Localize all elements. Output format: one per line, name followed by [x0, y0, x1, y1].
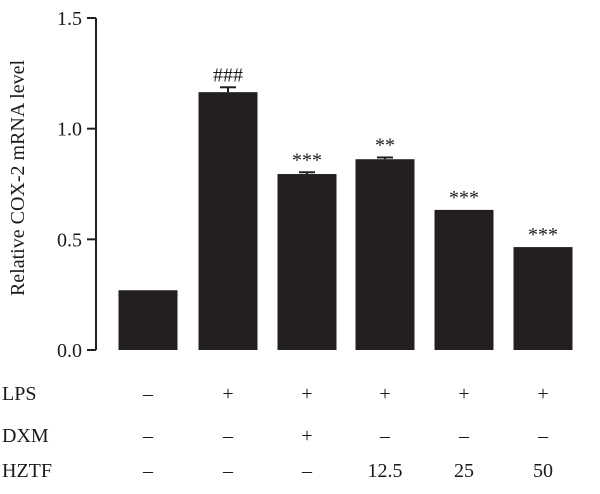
y-tick-label: 0.0 [57, 340, 82, 362]
condition-value: – [142, 425, 154, 447]
condition-value: + [301, 425, 312, 447]
y-tick-label: 1.0 [57, 119, 82, 141]
condition-value: – [458, 425, 470, 447]
condition-value: – [142, 460, 154, 482]
condition-value: + [458, 383, 469, 405]
condition-name: HZTF [2, 460, 52, 482]
y-axis-label: Relative COX-2 mRNA level [7, 60, 29, 297]
bar [277, 174, 337, 350]
condition-value: + [222, 383, 233, 405]
condition-value: 25 [454, 460, 474, 482]
condition-value: – [222, 425, 234, 447]
condition-value: – [142, 383, 154, 405]
bar [513, 247, 573, 350]
significance-label: *** [528, 224, 558, 246]
condition-value: + [301, 383, 312, 405]
condition-value: 12.5 [368, 460, 403, 482]
condition-name: LPS [2, 383, 36, 405]
significance-label: *** [449, 187, 479, 209]
bar [355, 159, 415, 350]
bar [198, 92, 258, 350]
significance-label: ** [375, 134, 395, 156]
y-axis: 0.0 0.5 1.0 1.5 [57, 8, 97, 362]
condition-value: – [222, 460, 234, 482]
bars: ###*********** [118, 64, 573, 350]
condition-value: – [301, 460, 313, 482]
significance-label: ### [213, 64, 243, 86]
bar [434, 209, 494, 350]
condition-value: + [379, 383, 390, 405]
condition-name: DXM [2, 425, 49, 447]
y-tick-label: 1.5 [57, 8, 82, 30]
condition-value: 50 [533, 460, 553, 482]
condition-value: – [379, 425, 391, 447]
condition-table: LPS – + + + + + DXM – – + – – – HZTF – – – 12.5 25 50 [2, 383, 553, 482]
bar [118, 290, 178, 350]
significance-label: *** [292, 149, 322, 171]
y-tick-label: 0.5 [57, 229, 82, 251]
condition-value: – [537, 425, 549, 447]
condition-value: + [537, 383, 548, 405]
